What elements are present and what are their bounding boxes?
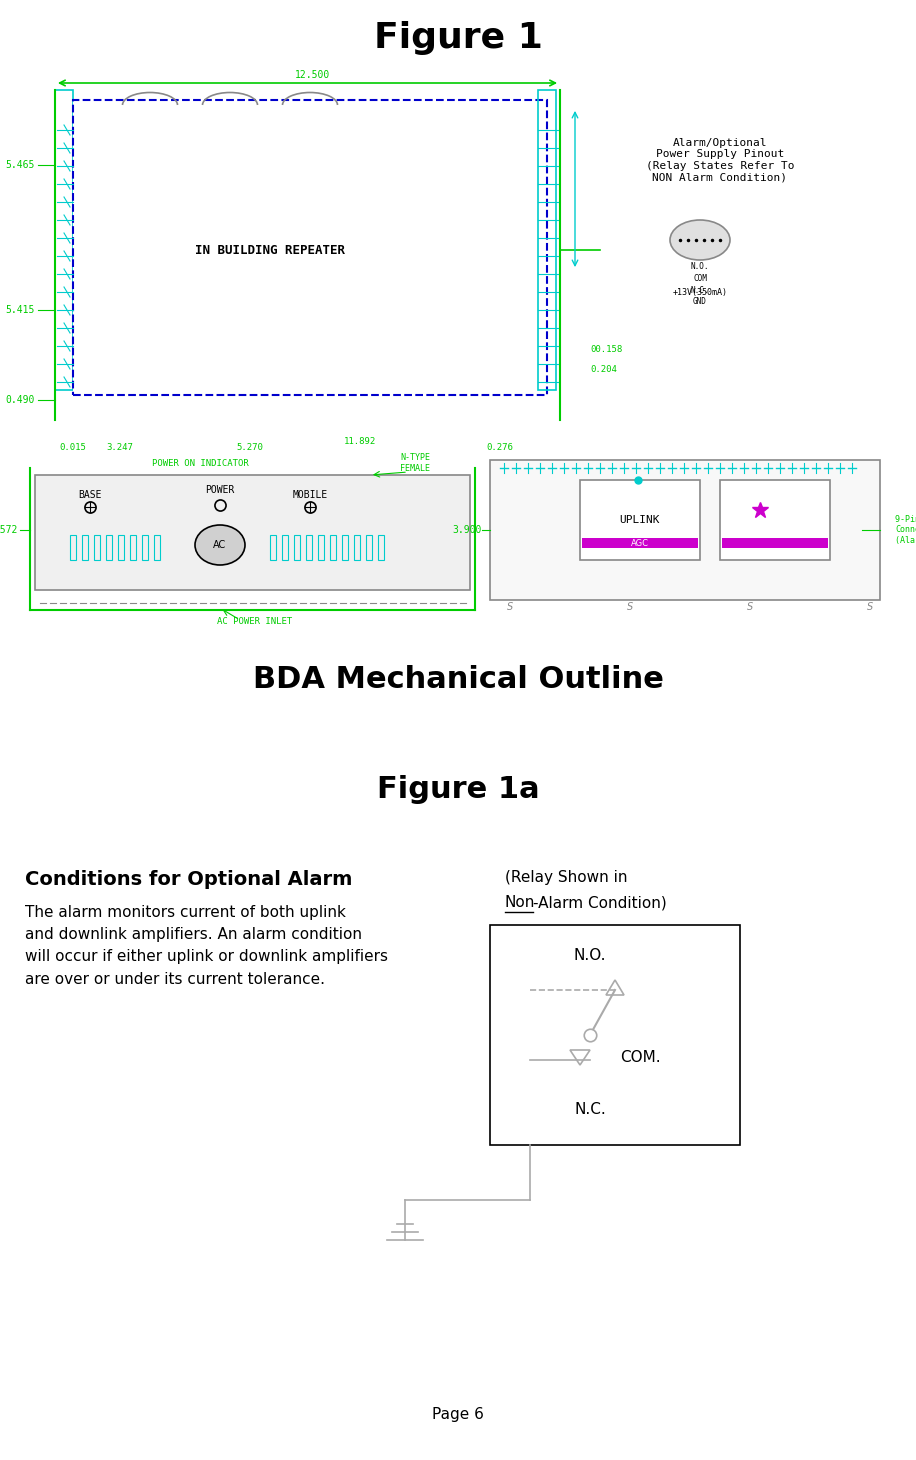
Text: 9-Pin D-SUB
Connector
(Alarm Option): 9-Pin D-SUB Connector (Alarm Option) [895,515,916,545]
Text: 5.270: 5.270 [236,444,264,453]
Bar [270,534,276,561]
Text: -Alarm Condition): -Alarm Condition) [533,895,667,910]
Text: 0.276: 0.276 [486,444,514,453]
Text: 11.892: 11.892 [344,438,376,447]
Bar [342,534,348,561]
Bar [582,537,698,548]
Text: 0.490: 0.490 [5,396,35,404]
Text: Non: Non [505,895,535,910]
Bar [118,534,124,561]
Bar [366,534,372,561]
Text: MOBILE: MOBILE [292,491,328,499]
Bar [154,534,160,561]
Bar [306,534,312,561]
Text: 00.158: 00.158 [590,346,622,355]
Text: 0.204: 0.204 [590,365,616,375]
Text: AC: AC [213,540,226,550]
Text: 12.500: 12.500 [294,70,330,80]
Text: Figure 1a: Figure 1a [376,775,540,804]
Text: Conditions for Optional Alarm: Conditions for Optional Alarm [25,870,353,889]
Bar [130,534,136,561]
Bar [330,534,336,561]
Text: BDA Mechanical Outline: BDA Mechanical Outline [253,666,663,695]
Text: Page 6: Page 6 [432,1407,484,1422]
Bar [378,534,384,561]
Text: The alarm monitors current of both uplink
and downlink amplifiers. An alarm cond: The alarm monitors current of both uplin… [25,905,388,987]
Text: POWER ON INDICATOR: POWER ON INDICATOR [152,458,248,467]
Bar [70,534,76,561]
Text: N.O.: N.O. [573,948,606,962]
Bar [55,91,73,390]
Text: 5.465: 5.465 [5,161,35,169]
Bar [106,534,112,561]
Bar [538,91,556,390]
Text: (Relay Shown in: (Relay Shown in [505,870,627,885]
Bar [722,537,828,548]
Text: 5.415: 5.415 [5,305,35,315]
Text: Figure 1: Figure 1 [374,20,542,55]
Ellipse shape [670,220,730,260]
Text: N.O.
COM
N.C.
GND: N.O. COM N.C. GND [691,261,709,307]
Text: BASE: BASE [78,491,102,499]
Text: S: S [507,602,513,612]
Text: N.C.: N.C. [574,1102,605,1117]
Bar [35,474,470,590]
Bar [318,534,324,561]
Text: N-TYPE
FEMALE: N-TYPE FEMALE [400,453,430,473]
Text: S: S [867,602,873,612]
Text: 3.247: 3.247 [106,444,134,453]
Bar [142,534,148,561]
Text: S: S [747,602,753,612]
Text: AGC: AGC [631,539,649,548]
Bar [354,534,360,561]
Text: Alarm/Optional
Power Supply Pinout
(Relay States Refer To
NON Alarm Condition): Alarm/Optional Power Supply Pinout (Rela… [646,137,794,182]
Text: AC POWER INLET: AC POWER INLET [217,618,292,626]
Text: +13V(350mA): +13V(350mA) [672,288,727,296]
Bar [490,460,880,600]
Text: 0.015: 0.015 [60,444,86,453]
Bar [94,534,100,561]
Text: POWER: POWER [205,485,234,495]
Text: 5.572: 5.572 [0,526,18,534]
Bar [282,534,288,561]
Bar [73,99,547,396]
Bar [720,480,830,561]
Ellipse shape [195,526,245,565]
Text: IN BUILDING REPEATER: IN BUILDING REPEATER [195,244,345,257]
Text: S: S [627,602,633,612]
Bar [82,534,88,561]
Bar [580,480,700,561]
Bar [294,534,300,561]
Bar [490,926,740,1145]
Text: 3.900: 3.900 [453,526,482,534]
Text: COM.: COM. [620,1051,660,1066]
Text: UPLINK: UPLINK [620,515,660,526]
